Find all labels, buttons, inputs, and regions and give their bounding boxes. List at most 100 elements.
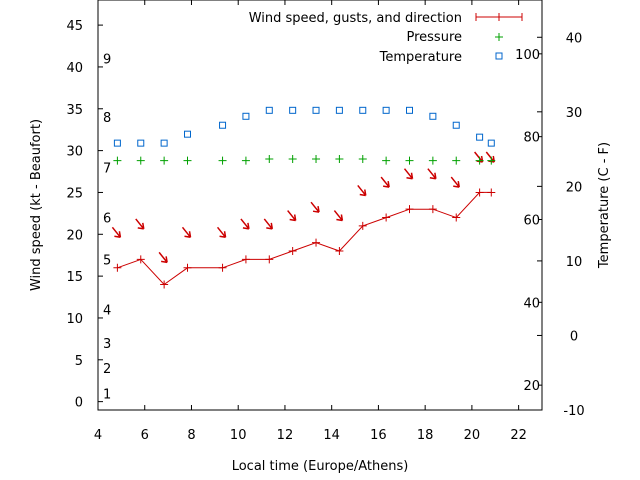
y2-tick-label-fahrenheit: 80 <box>523 131 540 146</box>
plot-frame <box>97 0 543 411</box>
legend-swatch-wind <box>475 13 523 21</box>
x-tick-label: 8 <box>187 428 195 443</box>
wind-speed-point <box>382 213 391 222</box>
wind-direction-arrow <box>403 168 414 180</box>
wind-speed-point <box>358 221 367 230</box>
pressure-point <box>218 156 227 165</box>
y-tick-label: 10 <box>66 312 83 327</box>
pressure-point <box>358 154 367 163</box>
y2-tick-label-fahrenheit: 60 <box>523 213 540 228</box>
pressure-point <box>136 156 145 165</box>
temperature-point <box>406 106 414 114</box>
pressure-point <box>452 156 461 165</box>
y2-tick-label-celsius: -10 <box>563 404 584 419</box>
pressure-point <box>428 156 437 165</box>
legend-swatch-temperature <box>495 52 503 60</box>
wind-direction-arrow <box>181 226 192 239</box>
wind-direction-arrow <box>135 218 145 230</box>
wind-speed-point <box>487 188 496 197</box>
wind-speed-point <box>288 247 297 256</box>
wind-speed-point <box>475 188 484 197</box>
wind-direction-arrow <box>216 226 227 239</box>
wind-direction-arrow <box>263 218 274 230</box>
y2-tick-label-celsius: 20 <box>566 180 583 195</box>
y-axis-right: -10 0 10 20 30 40 20 40 60 80 100 <box>515 31 584 419</box>
pressure-point <box>382 156 391 165</box>
pressure-point <box>265 154 274 163</box>
pressure-point <box>160 156 169 165</box>
wind-direction-arrow <box>450 176 460 188</box>
temperature-point <box>487 139 495 147</box>
y-tick-label: 35 <box>66 103 83 118</box>
temperature-point <box>476 133 484 141</box>
beaufort-scale: 1 2 3 4 5 6 7 8 9 <box>103 53 111 403</box>
x-axis: 4 6 8 10 12 14 16 18 20 22 <box>94 0 527 443</box>
wind-speed-point <box>136 255 145 264</box>
temperature-point <box>289 106 297 114</box>
beaufort-label: 9 <box>103 53 111 68</box>
wind-direction-arrow <box>287 210 297 222</box>
x-axis-label: Local time (Europe/Athens) <box>232 459 409 474</box>
y2-axis-label: Temperature (C - F) <box>597 142 612 269</box>
pressure-point <box>475 156 484 165</box>
legend: Wind speed, gusts, and direction Pressur… <box>249 11 523 65</box>
wind-speed-point <box>265 255 274 264</box>
beaufort-label: 2 <box>103 362 111 377</box>
wind-direction-arrow <box>158 251 168 264</box>
pressure-point <box>487 156 496 165</box>
temperature-point <box>429 112 437 120</box>
temperature-point <box>219 121 227 129</box>
y-tick-label: 30 <box>66 145 83 160</box>
y-tick-label: 20 <box>66 228 83 243</box>
series-layer <box>111 106 496 289</box>
y-axis-label: Wind speed (kt - Beaufort) <box>29 119 44 291</box>
temperature-point <box>160 139 168 147</box>
x-tick-label: 20 <box>464 428 481 443</box>
wind-direction-arrow <box>427 168 437 180</box>
temperature-point <box>184 130 192 138</box>
x-tick-label: 6 <box>141 428 149 443</box>
beaufort-label: 1 <box>103 387 111 402</box>
y-tick-label: 25 <box>66 186 83 201</box>
x-tick-label: 12 <box>277 428 294 443</box>
temperature-point <box>452 121 460 129</box>
y2-tick-label-celsius: 10 <box>566 255 583 270</box>
y-tick-label: 0 <box>75 396 83 411</box>
y-tick-label: 45 <box>66 19 83 34</box>
temperature-point <box>382 106 390 114</box>
y2-tick-label-celsius: 30 <box>566 106 583 121</box>
beaufort-label: 7 <box>103 161 111 176</box>
wind-speed-point <box>452 213 461 222</box>
beaufort-label: 5 <box>103 253 111 268</box>
y2-tick-label-fahrenheit: 40 <box>523 296 540 311</box>
wind-speed-point <box>405 205 414 214</box>
wind-speed-point <box>218 263 227 272</box>
y-axis-left: 0 5 10 15 20 25 30 35 40 45 <box>66 19 103 411</box>
wind-speed-point <box>183 263 192 272</box>
pressure-point <box>335 154 344 163</box>
pressure-point <box>113 156 122 165</box>
legend-label-temperature: Temperature <box>379 50 462 65</box>
beaufort-label: 3 <box>103 337 111 352</box>
wind-speed-point <box>241 255 250 264</box>
temperature-point <box>335 106 343 114</box>
beaufort-label: 4 <box>103 304 111 319</box>
pressure-point <box>241 156 250 165</box>
x-tick-label: 4 <box>94 428 102 443</box>
pressure-point <box>183 156 192 165</box>
y2-tick-label-celsius: 0 <box>570 329 578 344</box>
y2-tick-label-fahrenheit: 100 <box>515 48 540 63</box>
wind-direction-arrow <box>357 184 367 197</box>
wind-speed-line <box>117 191 492 286</box>
temperature-point <box>242 112 250 120</box>
x-tick-label: 14 <box>323 428 340 443</box>
temperature-point <box>359 106 367 114</box>
wind-direction-arrow <box>380 176 390 188</box>
y-tick-label: 40 <box>66 61 83 76</box>
beaufort-label: 6 <box>103 212 111 227</box>
pressure-point <box>405 156 414 165</box>
wind-speed-point <box>113 263 122 272</box>
wind-speed-point <box>335 247 344 256</box>
y-tick-label: 5 <box>75 354 83 369</box>
